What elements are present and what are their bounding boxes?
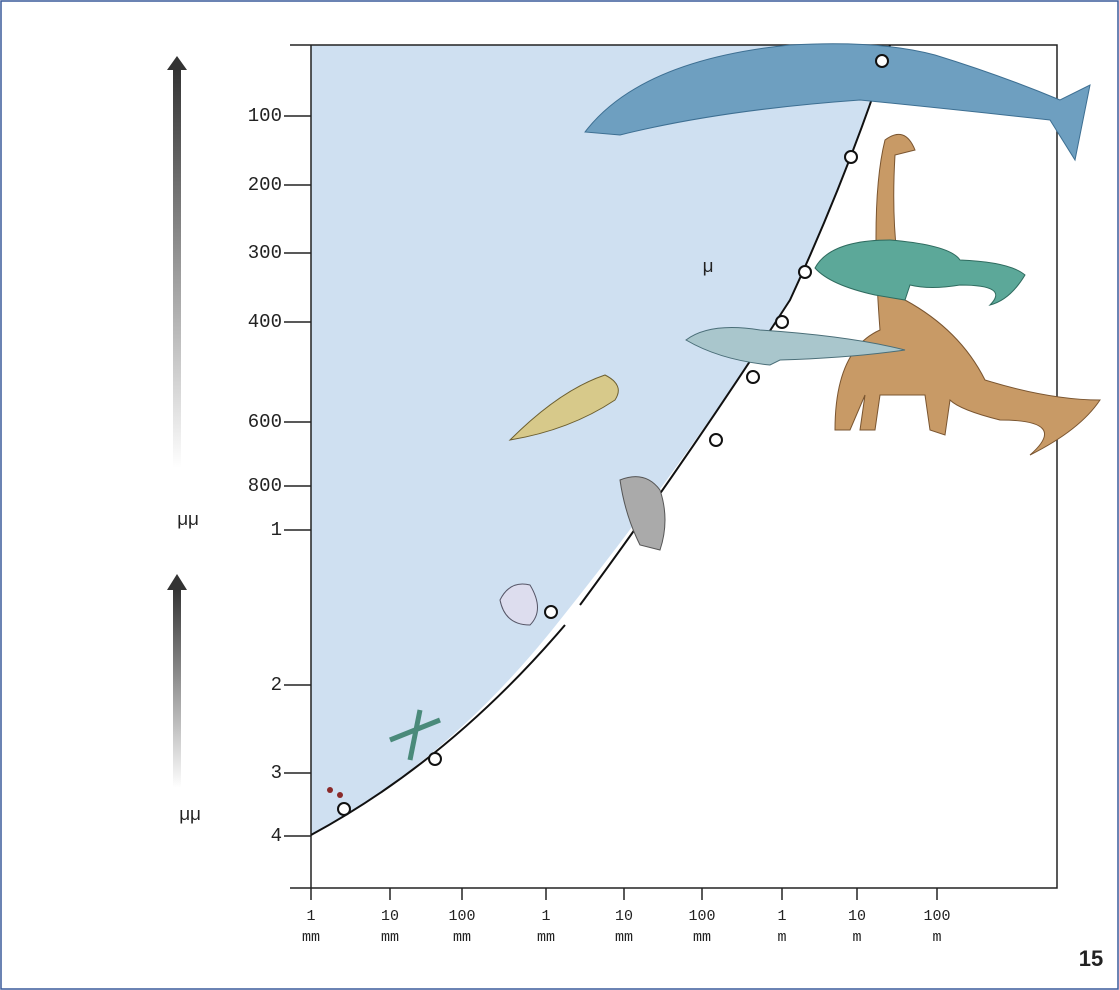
unit-label: µµ [179, 806, 201, 826]
x-tick-unit: m [777, 929, 786, 946]
x-tick-label: 1 [777, 908, 786, 925]
unit-label: µµ [177, 511, 199, 531]
shaded-area [311, 45, 890, 835]
x-tick-unit: mm [615, 929, 633, 946]
arrow-bar [173, 588, 181, 788]
x-tick-label: 1 [541, 908, 550, 925]
annotation: µ [703, 258, 714, 278]
y-tick-label: 100 [248, 105, 282, 127]
point [545, 606, 557, 618]
x-tick-unit: mm [381, 929, 399, 946]
point [747, 371, 759, 383]
page-number: 15 [1079, 946, 1103, 971]
point [876, 55, 888, 67]
slide: 10020030040060080012341mm10mm100mm1mm10m… [0, 0, 1119, 990]
x-tick-unit: m [932, 929, 941, 946]
reptile [815, 240, 1025, 305]
bacteria [337, 792, 343, 798]
y-tick-label: 2 [271, 674, 282, 696]
y-tick-label: 400 [248, 311, 282, 333]
point [776, 316, 788, 328]
y-tick-label: 200 [248, 174, 282, 196]
x-tick-unit: m [852, 929, 861, 946]
point [710, 434, 722, 446]
y-tick-label: 800 [248, 475, 282, 497]
x-tick-label: 100 [688, 908, 715, 925]
y-tick-label: 1 [271, 519, 282, 541]
point [429, 753, 441, 765]
x-tick-label: 100 [448, 908, 475, 925]
figure: 10020030040060080012341mm10mm100mm1mm10m… [0, 0, 1119, 990]
x-tick-unit: mm [302, 929, 320, 946]
x-tick-label: 10 [615, 908, 633, 925]
arrow-head [167, 56, 187, 70]
point [799, 266, 811, 278]
y-tick-label: 4 [271, 825, 282, 847]
y-tick-label: 3 [271, 762, 282, 784]
x-tick-label: 100 [923, 908, 950, 925]
x-tick-label: 10 [848, 908, 866, 925]
arrow-head [167, 574, 187, 590]
point [338, 803, 350, 815]
y-tick-label: 300 [248, 242, 282, 264]
y-tick-label: 600 [248, 411, 282, 433]
x-tick-label: 1 [306, 908, 315, 925]
x-tick-label: 10 [381, 908, 399, 925]
point [845, 151, 857, 163]
x-tick-unit: mm [453, 929, 471, 946]
x-tick-unit: mm [693, 929, 711, 946]
x-tick-unit: mm [537, 929, 555, 946]
bacteria [327, 787, 333, 793]
arrow-bar [173, 68, 181, 468]
